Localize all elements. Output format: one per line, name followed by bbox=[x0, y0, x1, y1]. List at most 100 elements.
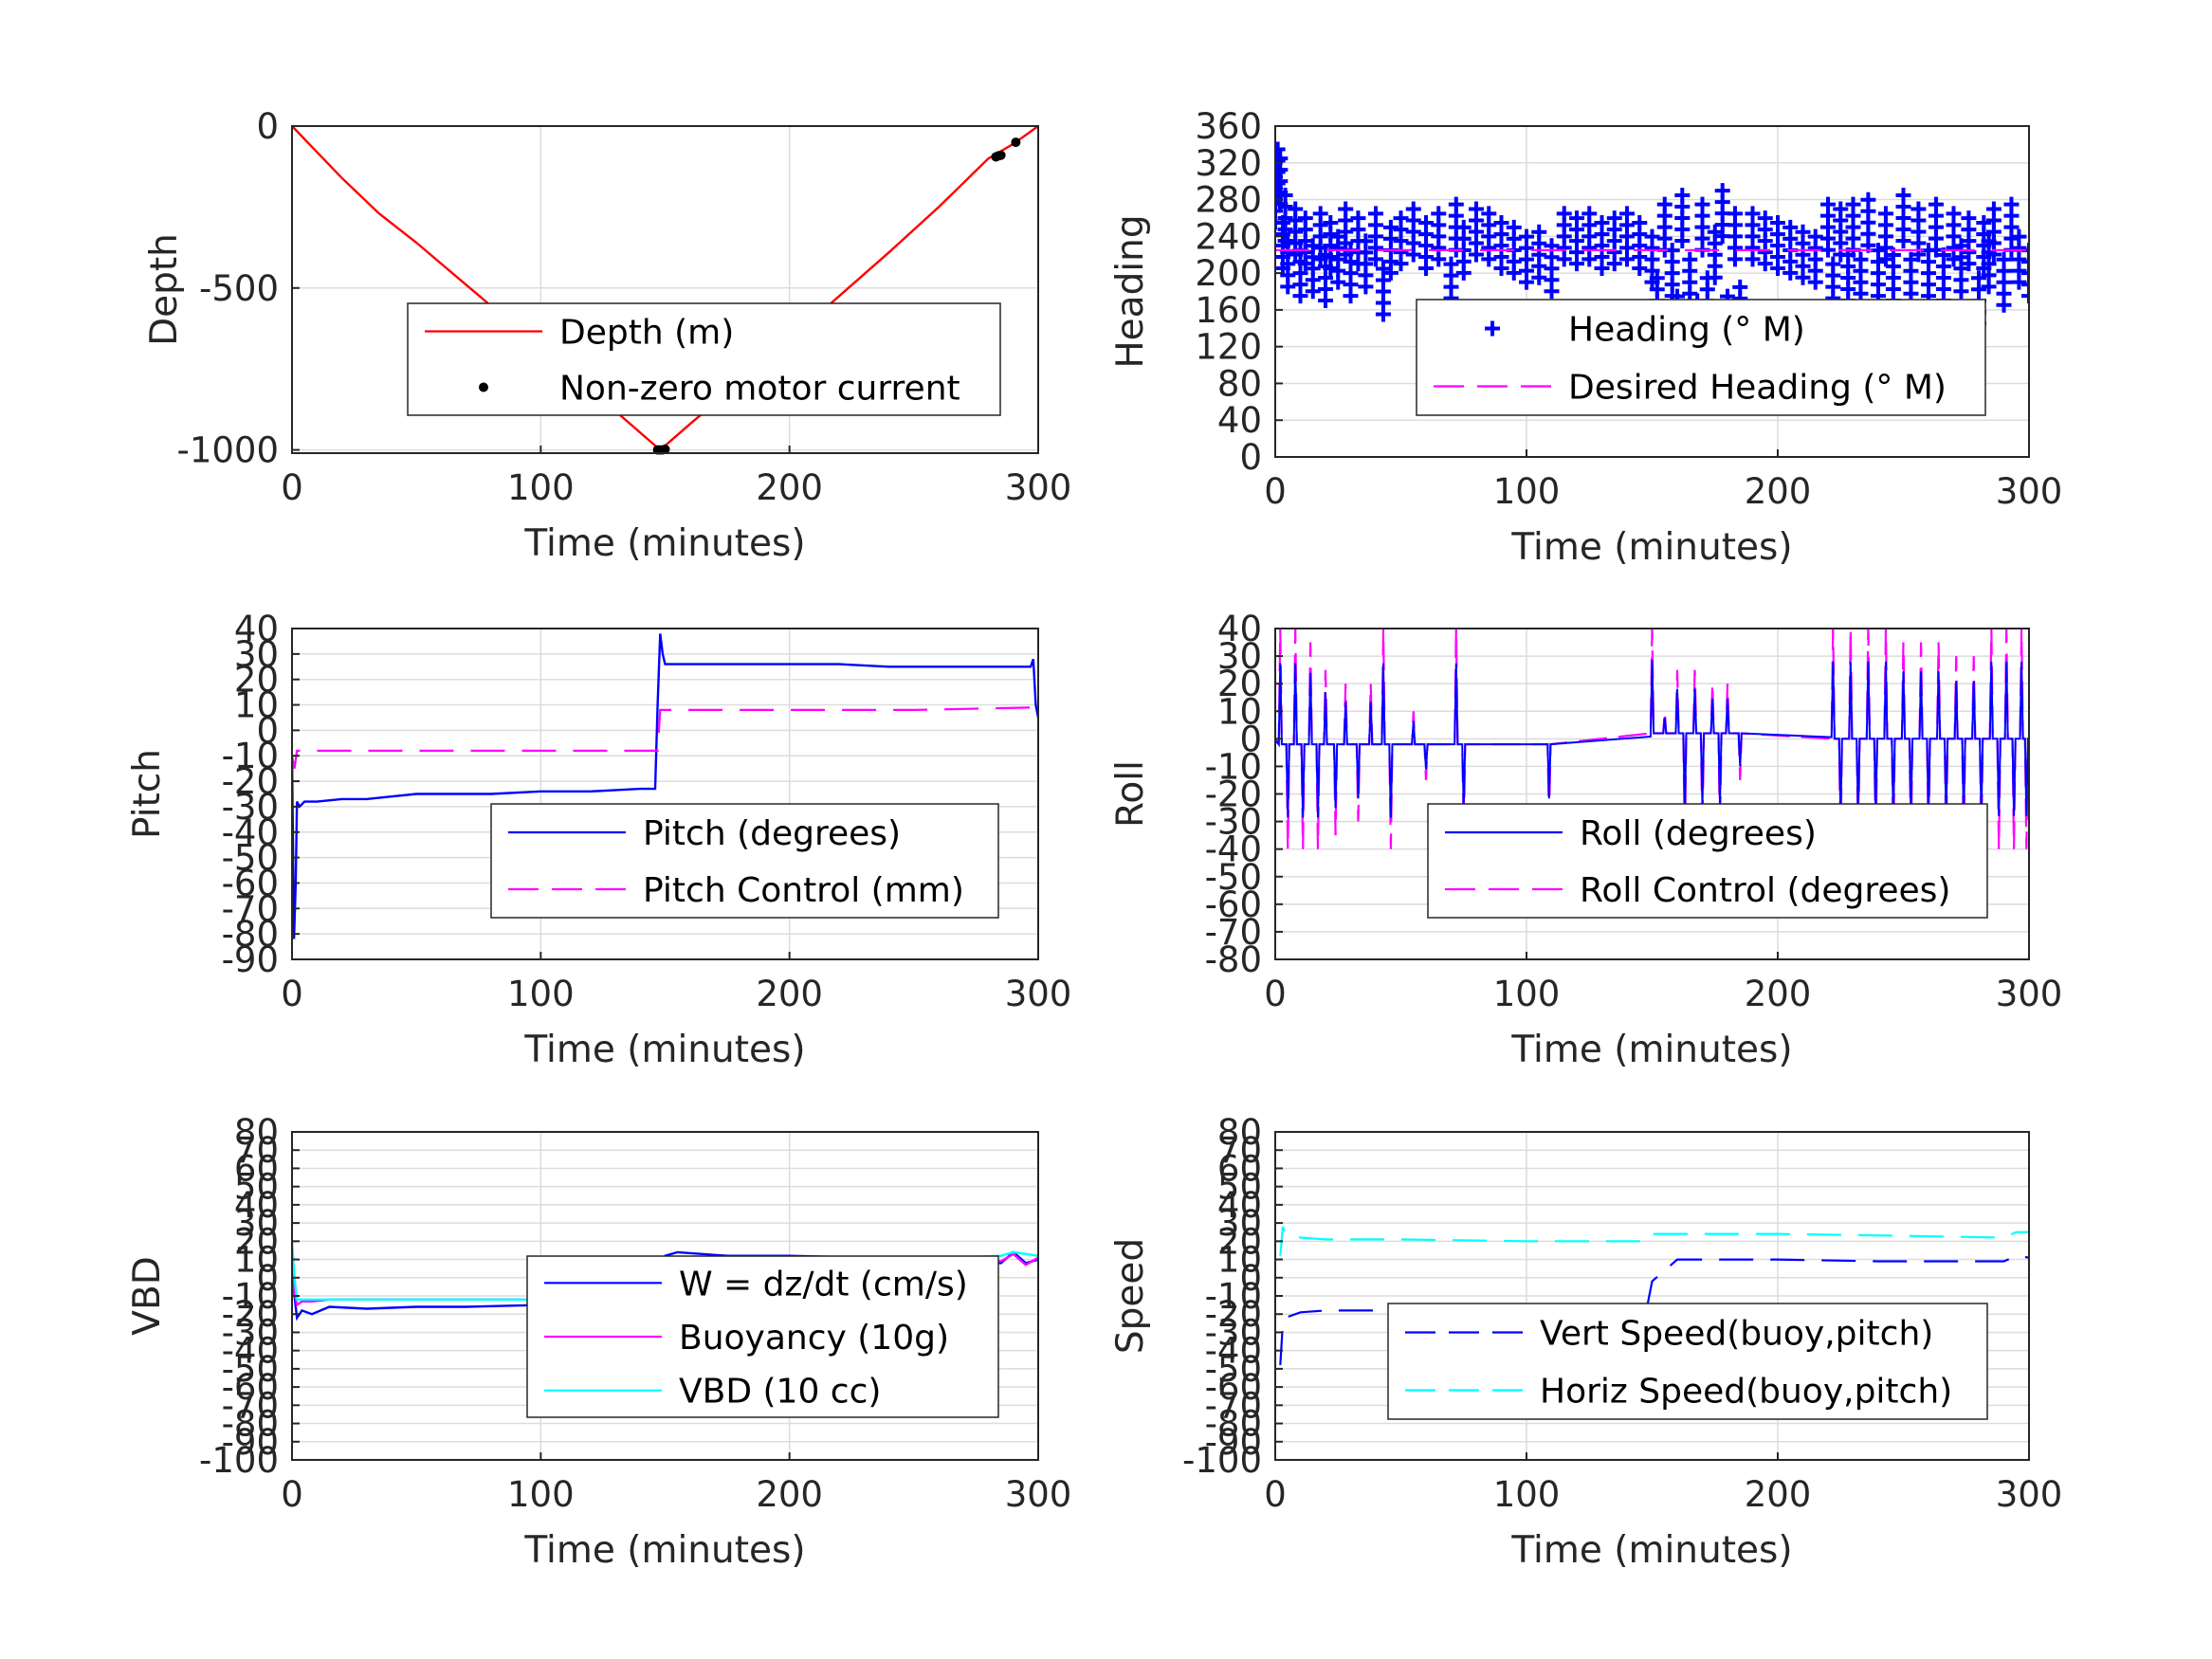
y-tick-label: 70 bbox=[234, 1130, 279, 1171]
x-axis-label: Time (minutes) bbox=[1510, 526, 1792, 569]
data-point-heading bbox=[1996, 297, 2012, 313]
y-tick-label: 20 bbox=[1217, 1221, 1262, 1262]
y-tick-label: -20 bbox=[1205, 1294, 1262, 1335]
data-point-heading bbox=[2011, 274, 2027, 290]
legend-box bbox=[1416, 299, 1986, 416]
data-point-heading bbox=[1318, 292, 1333, 308]
series-line-0 bbox=[292, 633, 1038, 939]
legend: Roll (degrees) Roll Control (degrees) bbox=[1427, 803, 1988, 919]
x-axis-label: Time (minutes) bbox=[523, 1529, 805, 1572]
data-point-heading bbox=[1632, 261, 1648, 277]
data-point-heading bbox=[1455, 264, 1472, 281]
y-tick-label: 280 bbox=[1195, 180, 1262, 221]
y-tick-label: 30 bbox=[234, 634, 279, 675]
data-point-heading bbox=[2021, 265, 2029, 282]
legend-label: Vert Speed(buoy,pitch) bbox=[1540, 1315, 1933, 1354]
heading-panel: 0 100 200 30004080120160200240280320360Time… bbox=[1109, 106, 2062, 569]
y-tick-label: -10 bbox=[1205, 1276, 1262, 1317]
y-tick-label: 40 bbox=[234, 1185, 279, 1226]
y-tick-label: -50 bbox=[222, 838, 279, 879]
y-tick-label: 360 bbox=[1195, 106, 1262, 147]
y-tick-label: -70 bbox=[222, 1385, 279, 1426]
legend-label: Roll Control (degrees) bbox=[1580, 871, 1950, 910]
data-point-heading bbox=[1544, 283, 1560, 300]
legend: Depth (m) Non-zero motor current bbox=[407, 302, 1001, 416]
x-tick-label: 300 bbox=[1005, 974, 1072, 1014]
y-tick-label: 320 bbox=[1195, 143, 1262, 184]
legend: Vert Speed(buoy,pitch) Horiz Speed(buoy,p… bbox=[1387, 1303, 1988, 1420]
y-tick-label: 50 bbox=[1217, 1167, 1262, 1208]
y-tick-label: 50 bbox=[234, 1167, 279, 1208]
data-point-motor-current bbox=[1011, 137, 1021, 148]
y-tick-label: 40 bbox=[1217, 1185, 1262, 1226]
legend-label: Depth (m) bbox=[559, 314, 734, 353]
data-point-heading bbox=[1375, 306, 1391, 322]
plot-marks bbox=[1275, 141, 2029, 355]
data-point-heading bbox=[1782, 264, 1799, 281]
y-tick-label: -60 bbox=[222, 863, 279, 903]
y-tick-label: 240 bbox=[1195, 216, 1262, 257]
data-point-heading bbox=[1330, 274, 1346, 290]
y-tick-label: 0 bbox=[1239, 719, 1262, 759]
legend-label: Horiz Speed(buoy,pitch) bbox=[1540, 1373, 1952, 1412]
data-point-heading bbox=[1531, 269, 1547, 285]
y-tick-label: 40 bbox=[1217, 609, 1262, 649]
data-point-heading bbox=[1727, 251, 1743, 267]
data-point-heading bbox=[1946, 251, 1962, 267]
legend-label: Heading (° M) bbox=[1568, 311, 1805, 350]
legend-swatch bbox=[479, 382, 488, 392]
y-tick-label: -50 bbox=[1205, 1349, 1262, 1390]
data-point-heading bbox=[1807, 274, 1823, 290]
plot-marks bbox=[292, 633, 1038, 939]
y-tick-label: -50 bbox=[222, 1349, 279, 1390]
y-tick-label: 20 bbox=[234, 660, 279, 701]
data-point-heading bbox=[1981, 279, 1997, 295]
y-tick-label: 160 bbox=[1195, 290, 1262, 331]
data-point-heading bbox=[1770, 261, 1785, 277]
y-tick-label: 200 bbox=[1195, 253, 1262, 294]
legend-box bbox=[490, 803, 999, 919]
x-axis-label: Time (minutes) bbox=[523, 1029, 805, 1071]
y-tick-label: 10 bbox=[234, 685, 279, 726]
x-axis-label: Time (minutes) bbox=[523, 522, 805, 565]
data-point-heading bbox=[1405, 246, 1421, 263]
x-tick-label: 0 bbox=[281, 1474, 303, 1515]
x-tick-label: 200 bbox=[756, 467, 823, 508]
x-tick-label: 200 bbox=[1745, 471, 1812, 512]
y-tick-label: 60 bbox=[1217, 1148, 1262, 1189]
legend: Heading (° M) Desired Heading (° M) bbox=[1416, 299, 1986, 416]
y-tick-label: -20 bbox=[1205, 775, 1262, 815]
x-tick-label: 100 bbox=[1493, 471, 1561, 512]
y-tick-label: -30 bbox=[1205, 802, 1262, 843]
y-tick-label: -100 bbox=[199, 1440, 279, 1481]
series-line-roll bbox=[1275, 660, 2029, 818]
data-point-heading bbox=[1382, 264, 1398, 281]
data-point-heading bbox=[1343, 288, 1359, 304]
data-point-heading bbox=[1292, 288, 1308, 304]
x-tick-label: 200 bbox=[1745, 974, 1812, 1014]
y-tick-label: -70 bbox=[1205, 912, 1262, 953]
axes-box bbox=[291, 125, 1039, 454]
x-tick-label: 300 bbox=[1005, 1474, 1072, 1515]
y-tick-label: -60 bbox=[222, 1367, 279, 1408]
data-point-heading bbox=[1323, 261, 1339, 277]
y-tick-label: 0 bbox=[1239, 1258, 1262, 1299]
y-tick-label: 70 bbox=[1217, 1130, 1262, 1171]
x-axis-label: Time (minutes) bbox=[1510, 1529, 1792, 1572]
y-tick-label: -60 bbox=[1205, 884, 1262, 925]
data-point-heading bbox=[2021, 277, 2029, 293]
y-tick-label: 20 bbox=[1217, 664, 1262, 704]
legend-label: W = dz/dt (cm/s) bbox=[679, 1265, 968, 1304]
x-tick-label: 200 bbox=[756, 974, 823, 1014]
y-tick-label: -90 bbox=[1205, 1422, 1262, 1463]
data-point-heading bbox=[1469, 246, 1484, 263]
x-tick-label: 0 bbox=[1264, 1474, 1287, 1515]
data-point-heading bbox=[1368, 251, 1383, 267]
x-tick-label: 300 bbox=[1996, 974, 2063, 1014]
x-tick-label: 0 bbox=[1264, 471, 1287, 512]
y-axis-label: Pitch bbox=[126, 749, 169, 839]
data-point-motor-current bbox=[660, 444, 670, 454]
y-tick-label: -80 bbox=[1205, 1404, 1262, 1445]
y-tick-label: -500 bbox=[199, 268, 279, 309]
legend-label: Desired Heading (° M) bbox=[1568, 369, 1947, 408]
